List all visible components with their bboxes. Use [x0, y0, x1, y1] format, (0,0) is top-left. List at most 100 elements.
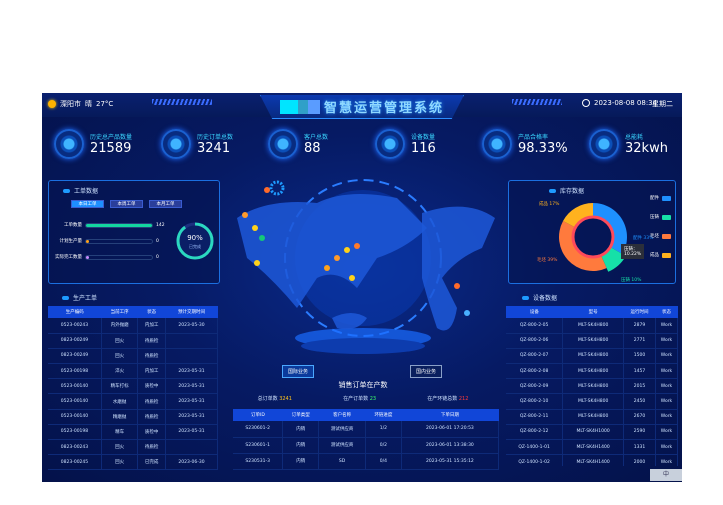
column-header[interactable]: 生产编码: [48, 306, 102, 318]
weather: 溧阳市 晴 27°C: [48, 99, 113, 109]
sun-icon: [48, 100, 56, 108]
table-cell: 内销: [282, 437, 320, 454]
map-location-dot[interactable]: [344, 247, 350, 253]
table-row[interactable]: 0523-00198 淬火 内加工 2023-05-31: [48, 363, 218, 380]
column-header[interactable]: 订单类型: [282, 409, 319, 421]
table-cell: 2023-06-30: [165, 454, 218, 471]
table-row[interactable]: S230601-2 内销 测试供应商 1/2 2023-06-01 17:20:53: [233, 421, 500, 438]
map-location-dot[interactable]: [334, 255, 340, 261]
orb-icon: [161, 129, 191, 159]
table-row[interactable]: QZ-800-2-07 MLT-SK4H800 1500 Work: [506, 348, 678, 365]
international-business-button[interactable]: 国际业务: [282, 365, 315, 378]
map-location-dot[interactable]: [324, 265, 330, 271]
dashboard: 溧阳市 晴 27°C 智慧运营管理系统 2023-08-08 08:34 星期二…: [42, 93, 682, 482]
table-cell: 2023-06-01 13:38:30: [401, 437, 500, 454]
column-header[interactable]: 环链进度: [365, 409, 402, 421]
table-row[interactable]: QZ-800-2-12 MLT-SK4H1000 2590 Work: [506, 424, 678, 441]
map-location-dot[interactable]: [454, 283, 460, 289]
stat-label: 在产订单数: [343, 396, 369, 402]
table-cell: QZ-800-2-09: [506, 378, 564, 395]
pie-slice[interactable]: [559, 220, 607, 271]
column-header[interactable]: 预计交期时间: [165, 306, 218, 318]
legend-item[interactable]: 成品: [650, 252, 671, 258]
tab-work-order[interactable]: 本日工单: [71, 200, 104, 208]
column-header[interactable]: 运行时间: [623, 306, 656, 318]
kpi-label: 产品合格率: [518, 134, 549, 141]
table-row[interactable]: S230531-3 内销 SD 0/4 2023-05-31 15:35:12: [233, 453, 500, 470]
map-location-dot[interactable]: [354, 243, 360, 249]
kpi-value: 88: [304, 141, 321, 156]
map-location-dot[interactable]: [259, 235, 265, 241]
map-location-dot[interactable]: [349, 275, 355, 281]
map-location-dot[interactable]: [464, 310, 470, 316]
table-cell: 2771: [623, 333, 656, 349]
table-row[interactable]: S230601-1 内销 测试供应商 0/2 2023-06-01 13:38:30: [233, 437, 500, 454]
table-row[interactable]: 0823-00243 回火 待质检: [48, 439, 218, 456]
sales-stat: 总订单数 3241: [258, 395, 292, 402]
domestic-business-button[interactable]: 国内业务: [410, 365, 443, 378]
table-row[interactable]: QZ-800-2-10 MLT-SK4H800 2450 Work: [506, 393, 678, 410]
table-row[interactable]: 0523-00140 水磨抛 待质检 2023-05-31: [48, 393, 218, 410]
table-row[interactable]: QZ-800-2-09 MLT-SK4H800 2015 Work: [506, 378, 678, 395]
column-header[interactable]: 型号: [562, 306, 624, 318]
table-row[interactable]: QZ-800-2-08 MLT-SK4H800 1457 Work: [506, 363, 678, 380]
map-location-dot[interactable]: [254, 260, 260, 266]
table-cell: Work: [655, 333, 678, 349]
sales-stat: 在产订单数 23: [343, 395, 376, 402]
table-row[interactable]: 0823-00249 回火 待质检: [48, 333, 218, 349]
pie-slice[interactable]: [563, 203, 593, 228]
legend-item[interactable]: 毛坯: [650, 233, 671, 239]
column-header[interactable]: 订单ID: [233, 409, 283, 421]
tooltip-name: 压铸：: [624, 247, 638, 252]
world-map[interactable]: [227, 168, 499, 373]
kpi-card: 客户总数 88: [268, 125, 373, 163]
table-row[interactable]: QZ-1400-1-02 MLT-SK4H1400 2000 Work: [506, 454, 678, 466]
table-cell: 测试供应商: [318, 421, 366, 438]
pie-slice[interactable]: [601, 247, 626, 272]
table-row[interactable]: QZ-1400-1-01 MLT-SK4H1400 1331 Work: [506, 439, 678, 456]
legend-item[interactable]: 配件: [650, 195, 671, 201]
column-header[interactable]: 客户名称: [318, 409, 366, 421]
table-row[interactable]: 0523-00243 内外抛磨 内加工 2023-05-30: [48, 318, 218, 334]
table-row[interactable]: QZ-800-2-05 MLT-SK4H800 2879 Work: [506, 318, 678, 334]
inventory-panel: 库存数据 配件 33% 压铸 10% 毛坯 39% 成品 17% 配件 压铸 毛坯 成品 压…: [508, 180, 676, 284]
table-cell: 0523-00140: [48, 409, 102, 425]
inventory-pie-chart[interactable]: 配件 33% 压铸 10% 毛坯 39% 成品 17%: [509, 181, 677, 285]
map-location-dot[interactable]: [264, 187, 270, 193]
tab-work-order[interactable]: 本周工单: [110, 200, 143, 208]
logo: [279, 99, 320, 114]
map-location-dot[interactable]: [242, 212, 248, 218]
completion-ring: 90% 已完成: [176, 222, 214, 260]
column-header[interactable]: 下单日期: [401, 409, 499, 421]
production-table[interactable]: 生产编码 当前工序 状态 预计交期时间 0523-00243 内外抛磨 内加工 2023-05…: [48, 306, 218, 476]
table-row[interactable]: QZ-800-2-06 MLT-SK4H800 2771 Work: [506, 333, 678, 349]
pie-slice[interactable]: [593, 203, 627, 254]
ime-indicator[interactable]: 中: [650, 469, 682, 481]
column-header[interactable]: 状态: [137, 306, 166, 318]
kpi-value: 21589: [90, 141, 132, 156]
column-header[interactable]: 当前工序: [101, 306, 138, 318]
production-title: 生产工单: [62, 293, 97, 302]
table-row[interactable]: QZ-800-2-11 MLT-SK4H800 2670 Work: [506, 409, 678, 425]
map-location-dot[interactable]: [252, 225, 258, 231]
table-cell: 内外抛磨: [101, 318, 139, 334]
table-row[interactable]: 0523-00198 精车 质检中 2023-05-31: [48, 424, 218, 441]
table-cell: 内销: [282, 453, 320, 470]
column-header[interactable]: 设备: [506, 306, 563, 318]
table-row[interactable]: 0823-00245 回火 已完成 2023-06-30: [48, 454, 218, 471]
pie-tooltip: 压铸： 10.22%: [621, 244, 645, 259]
table-row[interactable]: 0523-00140 精磨抛 待质检 2023-05-31: [48, 409, 218, 425]
table-cell: 回火: [101, 333, 139, 349]
tab-work-order[interactable]: 本月工单: [149, 200, 182, 208]
table-cell: S230531-3: [233, 453, 284, 470]
legend-label: 配件: [650, 196, 659, 201]
equipment-table[interactable]: 设备 型号 运行时间 状态 QZ-800-2-05 MLT-SK4H800 2879 Work…: [506, 306, 678, 466]
sales-table[interactable]: 订单ID 订单类型 客户名称 环链进度 下单日期 S230601-2 内销 测试供应商 1/2 2…: [233, 409, 500, 470]
table-row[interactable]: 0523-00140 精车打标 质检中 2023-05-31: [48, 378, 218, 395]
weather-text: 晴: [85, 100, 92, 108]
table-row[interactable]: 0823-00249 回火 待质检: [48, 348, 218, 365]
column-header[interactable]: 状态: [655, 306, 678, 318]
table-cell: 精车打标: [101, 378, 139, 395]
table-cell: 1500: [623, 348, 656, 365]
legend-item[interactable]: 压铸: [650, 214, 671, 220]
